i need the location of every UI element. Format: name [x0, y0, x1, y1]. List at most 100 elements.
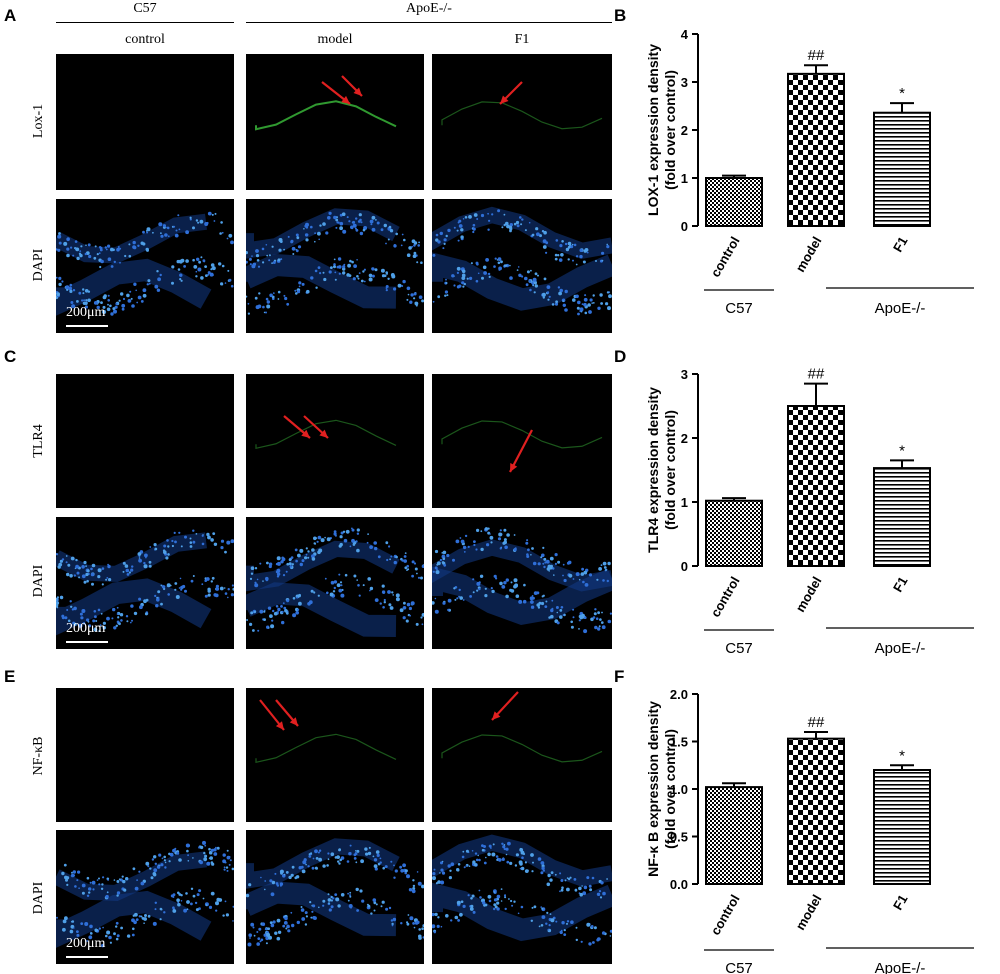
- x-tick-label: control: [708, 574, 743, 620]
- chart-tlr4: TLR4 expression density(fold over contro…: [645, 366, 974, 657]
- red-arrow-icon: [275, 699, 299, 727]
- panel-letter-c: C: [4, 347, 17, 366]
- red-arrow-icon: [303, 415, 329, 439]
- red-arrow-icon: [283, 415, 311, 439]
- micrograph-r2-c1: [246, 374, 424, 508]
- y-tick-label: 1: [681, 171, 688, 186]
- micrograph-r5-c1: [246, 830, 424, 964]
- bar-control: [705, 499, 763, 567]
- header-c57: C57: [133, 1, 157, 16]
- micrograph-r2-c2: [432, 374, 612, 508]
- red-arrow-icon: [341, 75, 363, 97]
- micrograph-r4-c1: [246, 688, 424, 822]
- y-tick-label: 0.0: [670, 877, 688, 892]
- micrograph-r0-c0: [56, 54, 234, 190]
- scale-bar: [66, 956, 108, 958]
- micrograph-r4-c2: [432, 688, 612, 822]
- row-label-dapi-c: DAPI: [31, 564, 46, 598]
- x-tick-label: F1: [890, 234, 911, 255]
- scale-bar-label: 200μm: [66, 936, 106, 951]
- row-label-dapi-a: DAPI: [31, 248, 46, 282]
- micrograph-r2-c0: [56, 374, 234, 508]
- y-tick-label: 2: [681, 123, 688, 138]
- y-tick-label: 3: [681, 75, 688, 90]
- header-f1: F1: [514, 32, 530, 47]
- micrograph-r3-c0: [56, 517, 234, 649]
- header-apoe-line: [246, 22, 612, 23]
- x-tick-label: control: [708, 234, 743, 280]
- micrograph-r1-c2: [432, 199, 612, 333]
- micrograph-r5-c2: [432, 830, 612, 964]
- chart-lox1: LOX-1 expression density(fold over contr…: [645, 27, 974, 317]
- y-tick-label: 0.5: [670, 830, 688, 845]
- header-apoe: ApoE-/-: [406, 1, 452, 16]
- row-label-lox1: Lox-1: [31, 103, 46, 139]
- bar-control: [705, 177, 763, 227]
- micrograph-r5-c0: [56, 830, 234, 964]
- header-model: model: [317, 32, 353, 47]
- scale-bar: [66, 641, 108, 643]
- header-control: control: [125, 32, 165, 47]
- y-tick-label: 3: [681, 367, 688, 382]
- micrograph-r0-c2: [432, 54, 612, 190]
- panel-letter-a: A: [4, 6, 17, 25]
- bar-model: [787, 72, 845, 227]
- group-label-apoe: ApoE-/-: [875, 640, 926, 657]
- y-axis-label: NF-κ B expression density(fold over cont…: [645, 701, 678, 877]
- significance-marker: ##: [808, 714, 825, 731]
- micrograph-r1-c0: [56, 199, 234, 333]
- x-tick-label: model: [792, 892, 824, 933]
- panel-letter-e: E: [4, 667, 16, 686]
- scale-bar-label: 200μm: [66, 305, 106, 320]
- y-tick-label: 1.0: [670, 782, 688, 797]
- significance-marker: *: [899, 85, 905, 102]
- y-axis-label-line-2: (fold over control): [662, 410, 678, 530]
- scale-bar-label: 200μm: [66, 621, 106, 636]
- y-tick-label: 1.5: [670, 735, 688, 750]
- bar-model: [787, 737, 845, 886]
- bar-f1: [873, 467, 931, 567]
- x-tick-label: F1: [890, 574, 911, 595]
- bar-f1: [873, 769, 931, 885]
- x-tick-label: model: [792, 574, 824, 615]
- significance-marker: *: [899, 442, 905, 459]
- y-axis-label: LOX-1 expression density(fold over contr…: [645, 44, 678, 216]
- y-axis-label: TLR4 expression density(fold over contro…: [645, 387, 678, 553]
- scale-bar: [66, 325, 108, 327]
- group-label-c57: C57: [725, 640, 753, 657]
- micrograph-r4-c0: [56, 688, 234, 822]
- bar-f1: [873, 111, 931, 227]
- significance-marker: *: [899, 747, 905, 764]
- y-tick-label: 0: [681, 559, 688, 574]
- y-tick-label: 4: [681, 27, 689, 42]
- red-arrow-icon: [509, 429, 533, 473]
- x-tick-label: F1: [890, 892, 911, 913]
- panel-letter-b: B: [614, 6, 627, 25]
- y-tick-label: 0: [681, 219, 688, 234]
- y-tick-label: 1: [681, 495, 688, 510]
- group-label-c57: C57: [725, 960, 753, 974]
- group-label-apoe: ApoE-/-: [875, 300, 926, 317]
- red-arrow-icon: [321, 81, 351, 105]
- significance-marker: ##: [808, 366, 825, 383]
- panel-letter-d: D: [614, 347, 627, 366]
- y-axis-label-line-2: (fold over control): [662, 70, 678, 190]
- red-arrow-icon: [499, 81, 523, 105]
- y-axis-label-line-1: LOX-1 expression density: [645, 44, 661, 216]
- y-tick-label: 2.0: [670, 687, 688, 702]
- group-label-apoe: ApoE-/-: [875, 960, 926, 974]
- row-label-tlr4: TLR4: [31, 424, 46, 458]
- micrograph-r3-c2: [432, 517, 612, 649]
- x-tick-label: model: [792, 234, 824, 275]
- chart-nfkb: NF-κ B expression density(fold over cont…: [645, 687, 974, 974]
- bar-control: [705, 786, 763, 885]
- header-c57-line: [56, 22, 234, 23]
- micrograph-r0-c1: [246, 54, 424, 190]
- row-label-dapi-e: DAPI: [31, 881, 46, 915]
- group-label-c57: C57: [725, 300, 753, 317]
- micrograph-r3-c1: [246, 517, 424, 649]
- y-tick-label: 2: [681, 431, 688, 446]
- red-arrow-icon: [259, 699, 285, 731]
- significance-marker: ##: [808, 47, 825, 64]
- y-axis-label-line-1: NF-κ B expression density: [645, 701, 661, 877]
